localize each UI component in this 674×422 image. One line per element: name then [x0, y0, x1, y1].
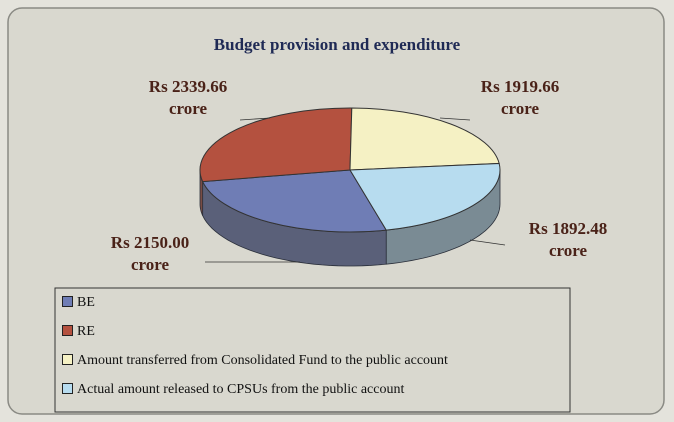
legend-swatch — [62, 296, 73, 307]
legend-entry: BE — [62, 292, 95, 314]
legend-swatch — [62, 325, 73, 336]
legend-label: BE — [77, 295, 95, 310]
legend-swatch — [62, 354, 73, 365]
leader-line — [439, 117, 471, 121]
data-label: Rs 2150.00 crore — [110, 233, 190, 274]
legend-entry: RE — [62, 321, 95, 343]
chart-title: Budget provision and expenditure — [214, 35, 461, 54]
data-label: Rs 1892.48 crore — [528, 219, 608, 260]
slice — [349, 107, 500, 171]
legend-label: Amount transferred from Consolidated Fun… — [77, 353, 448, 368]
legend-box — [54, 287, 571, 413]
legend-label: RE — [77, 324, 95, 339]
leader-line — [239, 117, 271, 121]
slice — [199, 107, 353, 183]
legend-entry: Actual amount released to CPSUs from the… — [62, 379, 404, 401]
leader-line — [469, 239, 506, 246]
legend-label: Actual amount released to CPSUs from the… — [77, 382, 405, 397]
slice — [349, 162, 501, 231]
legend-swatch — [62, 383, 73, 394]
legend-entry: Amount transferred from Consolidated Fun… — [62, 350, 448, 372]
data-label: Rs 1919.66 crore — [480, 77, 560, 118]
slice — [201, 169, 388, 233]
data-label: Rs 2339.66 crore — [148, 77, 228, 118]
